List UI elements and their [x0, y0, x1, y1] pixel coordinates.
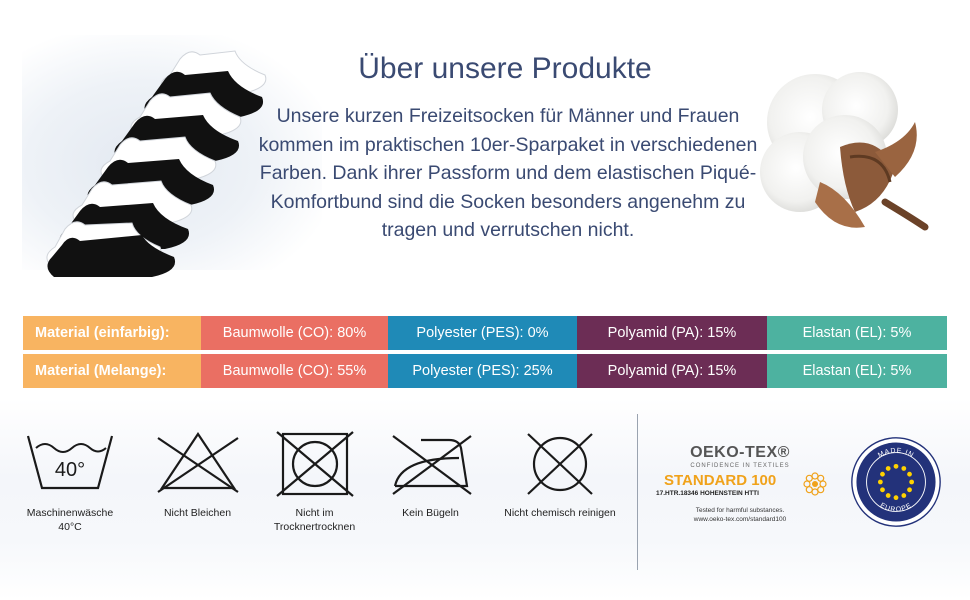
oeko-tex-note-line2: www.oeko-tex.com/standard100 — [693, 516, 787, 523]
oeko-tex-flower-icon — [803, 472, 827, 496]
cotton-boll-image — [760, 72, 929, 231]
badge-bottom-text: EUROPE — [879, 502, 914, 514]
eu-stars-icon — [877, 463, 915, 501]
care-item-wash: 40° Maschinenwäsche 40°C — [20, 428, 120, 534]
care-item-no-dry-clean: Nicht chemisch reinigen — [495, 428, 625, 520]
material-row-label: Material (einfarbig): — [23, 316, 201, 350]
no-iron-icon — [391, 435, 472, 495]
care-item-no-iron: Kein Bügeln — [378, 428, 483, 520]
care-label-line1: Maschinenwäsche — [26, 507, 114, 519]
care-section-background — [0, 398, 970, 600]
oeko-tex-name: OEKO-TEX® — [690, 444, 790, 461]
care-item-no-bleach: Nicht Bleichen — [145, 428, 250, 520]
product-description: Unsere kurzen Freizeitsocken für Männer … — [258, 105, 758, 241]
badge-top-text: MADE IN — [877, 447, 915, 459]
material-row-melange: Material (Melange): Baumwolle (CO): 55% … — [23, 354, 947, 388]
oeko-tex-label: OEKO-TEX® CONFIDENCE IN TEXTILES STANDAR… — [650, 444, 830, 524]
oeko-tex-code: 17.HTR.18346 HOHENSTEIN HTTI — [656, 490, 759, 497]
oeko-tex-standard: STANDARD 100 — [664, 472, 777, 489]
material-cell-polyamid: Polyamid (PA): 15% — [577, 354, 767, 388]
made-in-europe-badge: MADE IN EUROPE — [851, 437, 941, 527]
care-label-line1: Nicht Bleichen — [163, 507, 232, 519]
oeko-tex-note: Tested for harmful substances. www.oeko-… — [650, 506, 830, 524]
care-item-no-tumble-dry: Nicht im Trocknertrocknen — [262, 428, 367, 534]
material-cell-polyamid: Polyamid (PA): 15% — [577, 316, 767, 350]
care-label-line1: Kein Bügeln — [402, 507, 459, 519]
socks-stack-image — [46, 50, 267, 277]
no-tumble-dry-icon — [275, 431, 354, 497]
page-title: Über unsere Produkte — [358, 52, 652, 85]
no-bleach-icon — [156, 432, 239, 493]
care-label-line2: Trocknertrocknen — [273, 521, 356, 533]
section-divider — [637, 414, 638, 570]
material-cell-elastan: Elastan (EL): 5% — [767, 316, 947, 350]
material-cell-baumwolle: Baumwolle (CO): 55% — [201, 354, 388, 388]
material-row-einfarbig: Material (einfarbig): Baumwolle (CO): 80… — [23, 316, 947, 350]
wash-40-icon: 40° — [26, 435, 114, 490]
wash-temp-label: 40° — [55, 459, 85, 481]
oeko-tex-subtitle: CONFIDENCE IN TEXTILES — [690, 463, 790, 469]
care-label-line2: 40°C — [58, 521, 82, 533]
material-cell-elastan: Elastan (EL): 5% — [767, 354, 947, 388]
no-dry-clean-icon — [527, 433, 593, 495]
material-cell-polyester: Polyester (PES): 25% — [388, 354, 577, 388]
material-cell-baumwolle: Baumwolle (CO): 80% — [201, 316, 388, 350]
care-label-line1: Nicht chemisch reinigen — [504, 507, 616, 519]
material-table: Material (einfarbig): Baumwolle (CO): 80… — [23, 316, 947, 392]
material-row-label: Material (Melange): — [23, 354, 201, 388]
oeko-tex-note-line1: Tested for harmful substances. — [695, 507, 785, 514]
material-cell-polyester: Polyester (PES): 0% — [388, 316, 577, 350]
care-label-line1: Nicht im — [295, 507, 334, 519]
